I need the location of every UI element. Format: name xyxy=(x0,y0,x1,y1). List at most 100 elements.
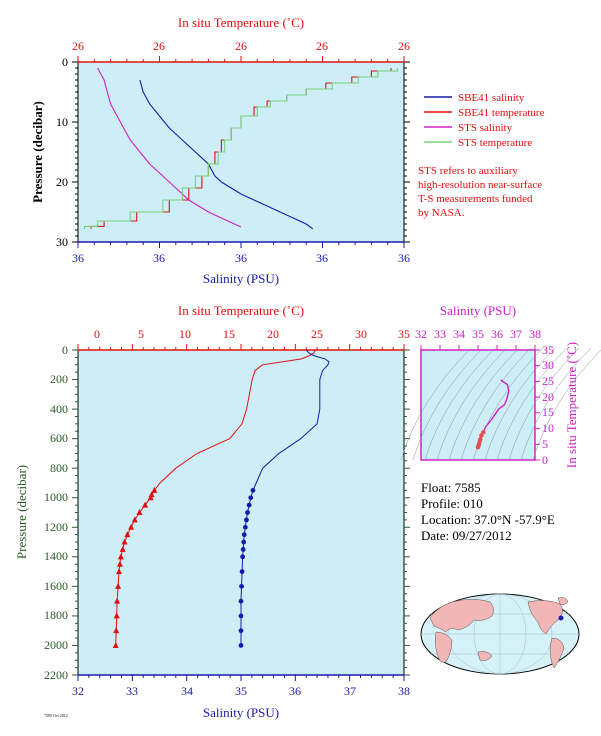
temperature-point xyxy=(151,486,158,493)
bottom-pressure-tick-label: 0 xyxy=(62,343,68,357)
top-pressure-tick-label: 20 xyxy=(56,175,68,189)
ts-sal-tick-label: 34 xyxy=(453,327,465,341)
ts-temp-tick-label: 35 xyxy=(542,343,554,357)
salinity-point xyxy=(240,554,246,560)
bottom-sal-tick-labels: 32 33 34 35 36 37 38 xyxy=(72,684,410,698)
bottom-temp-tick-label: 10 xyxy=(179,327,191,341)
bottom-pressure-tick-label: 400 xyxy=(50,402,68,416)
bottom-pressure-tick-label: 1000 xyxy=(44,490,68,504)
bottom-temp-tick-label: 25 xyxy=(311,327,323,341)
temperature-point xyxy=(114,597,121,604)
continent-australia xyxy=(477,651,493,661)
bottom-temp-tick-label: 35 xyxy=(398,327,410,341)
bottom-temp-tick-label: 15 xyxy=(223,327,235,341)
ts-sal-tick-label: 38 xyxy=(529,327,541,341)
ts-density-contour xyxy=(436,347,508,461)
bottom-sal-tick-label: 36 xyxy=(289,684,301,698)
ts-density-contour xyxy=(460,347,532,461)
legend-label: STS salinity xyxy=(458,122,513,134)
ts-sal-tick-labels: 32 33 34 35 36 37 38 xyxy=(415,327,541,341)
salinity-point xyxy=(241,539,247,545)
top-series-group xyxy=(83,67,399,230)
top-pressure-axis-label: Pressure (decibar) xyxy=(30,101,45,203)
salinity-point xyxy=(242,524,248,530)
top-sal-tick-label: 36 xyxy=(398,251,410,265)
ts-temp-tick-label: 0 xyxy=(542,453,548,467)
top-temp-tick-label: 26 xyxy=(316,39,328,53)
bottom-pressure-tick-labels: 0 200 400 600 800 1000 1200 1400 1600 18… xyxy=(44,343,68,682)
top-axis-ticks xyxy=(72,56,410,248)
bottom-sal-tick-label: 32 xyxy=(72,684,84,698)
top-plot-area xyxy=(77,61,405,243)
top-pressure-tick-label: 10 xyxy=(56,115,68,129)
salinity-point xyxy=(245,510,250,515)
bottom-sal-axis-label: Salinity (PSU) xyxy=(203,705,279,720)
salinity-point xyxy=(246,502,252,508)
ts-point xyxy=(479,433,484,438)
ts-density-contour xyxy=(424,347,496,461)
temperature-point xyxy=(121,538,128,545)
top-legend: SBE41 salinity SBE41 temperature STS sal… xyxy=(424,92,545,149)
temperature-point xyxy=(115,582,122,589)
bottom-temp-axis-label: In situ Temperature (˚C) xyxy=(178,303,304,318)
bottom-temp-tick-label: 20 xyxy=(267,327,279,341)
ts-temp-axis-label: In situ Temperature (˚C) xyxy=(564,342,579,468)
salinity-point xyxy=(239,569,245,574)
top-sal-tick-label: 36 xyxy=(153,251,165,265)
note-line: T-S measurements funded xyxy=(418,193,533,205)
legend-label: SBE41 salinity xyxy=(458,92,525,104)
continent-eurasia xyxy=(429,599,494,633)
ts-diagram: Salinity (PSU) 32 33 34 35 36 37 38 0 5 … xyxy=(400,303,601,468)
float-location-marker xyxy=(558,615,564,621)
top-pressure-tick-label: 30 xyxy=(56,235,68,249)
salinity-point xyxy=(240,547,246,552)
ts-density-contour xyxy=(448,347,520,461)
legend-label: STS temperature xyxy=(458,137,532,149)
note-line: STS refers to auxiliary xyxy=(418,165,518,177)
ts-temp-tick-label: 30 xyxy=(542,358,554,372)
top-sal-tick-label: 36 xyxy=(235,251,247,265)
salinity-point xyxy=(241,532,247,538)
bottom-pressure-tick-label: 600 xyxy=(50,431,68,445)
bottom-panel: In situ Temperature (˚C) 0 5 10 15 20 25… xyxy=(14,303,410,720)
ts-sal-tick-label: 35 xyxy=(472,327,484,341)
top-series-sts-salinity xyxy=(97,67,242,228)
ts-temp-tick-label: 10 xyxy=(542,421,554,435)
ts-point xyxy=(475,445,481,450)
ts-sal-tick-label: 32 xyxy=(415,327,427,341)
ts-density-contour xyxy=(400,347,472,461)
temperature-point xyxy=(136,509,143,515)
top-temp-tick-labels: 26 26 26 26 26 xyxy=(72,39,410,53)
world-map xyxy=(420,593,580,675)
bottom-pressure-tick-label: 1200 xyxy=(44,520,68,534)
salinity-point xyxy=(244,517,249,523)
continent-north-america xyxy=(527,600,563,635)
float-id: Float: 7585 xyxy=(421,480,481,495)
top-sal-axis-label: Salinity (PSU) xyxy=(203,271,279,286)
bottom-pressure-tick-label: 800 xyxy=(50,461,68,475)
top-temp-axis-label: In situ Temperature (˚C) xyxy=(178,15,304,30)
legend-label: SBE41 temperature xyxy=(458,107,545,119)
salinity-point xyxy=(248,495,254,501)
ts-density-contour xyxy=(412,347,484,461)
bottom-pressure-tick-label: 1400 xyxy=(44,549,68,563)
ts-density-contour xyxy=(532,349,601,461)
bottom-axis-ticks xyxy=(72,344,410,681)
top-temp-tick-label: 26 xyxy=(398,39,410,53)
ts-density-contour xyxy=(520,347,592,461)
temperature-point xyxy=(112,641,119,648)
temperature-point xyxy=(131,516,138,523)
ts-temp-tick-label: 25 xyxy=(542,374,554,388)
top-sal-tick-label: 36 xyxy=(316,251,328,265)
map-continents xyxy=(429,597,569,669)
temperature-point xyxy=(142,501,149,508)
top-sal-tick-label: 36 xyxy=(72,251,84,265)
bottom-sal-tick-label: 35 xyxy=(235,684,247,698)
temperature-point xyxy=(128,523,135,530)
bottom-pressure-tick-label: 1800 xyxy=(44,608,68,622)
top-pressure-tick-label: 0 xyxy=(62,55,68,69)
bottom-pressure-tick-label: 200 xyxy=(50,372,68,386)
ts-density-contour xyxy=(484,347,556,461)
float-info: Float: 7585 Profile: 010 Location: 37.0°… xyxy=(421,480,555,543)
